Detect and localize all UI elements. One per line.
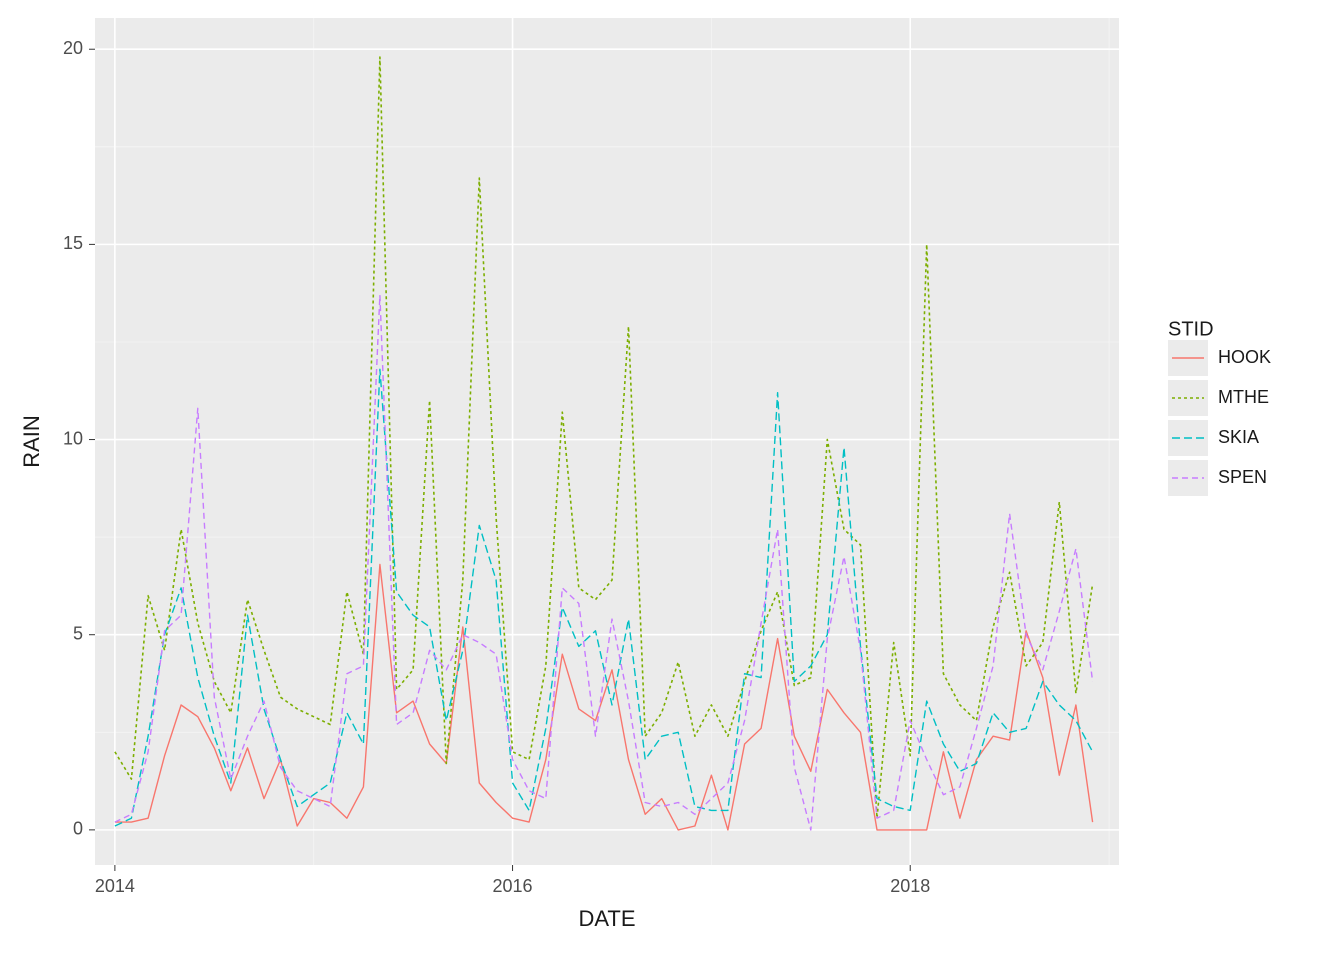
y-tick-label: 0 bbox=[73, 819, 83, 839]
legend-label: SKIA bbox=[1218, 427, 1259, 447]
legend-title: STID bbox=[1168, 318, 1214, 340]
y-tick-label: 5 bbox=[73, 623, 83, 643]
legend-label: HOOK bbox=[1218, 347, 1271, 367]
y-tick-label: 10 bbox=[63, 428, 83, 448]
x-tick-label: 2014 bbox=[95, 876, 135, 896]
legend-label: MTHE bbox=[1218, 387, 1269, 407]
y-tick-label: 15 bbox=[63, 233, 83, 253]
plot-panel bbox=[95, 18, 1119, 865]
legend-label: SPEN bbox=[1218, 467, 1267, 487]
x-axis-title: DATE bbox=[578, 906, 635, 931]
y-axis-title: RAIN bbox=[19, 415, 44, 468]
x-tick-label: 2018 bbox=[890, 876, 930, 896]
y-tick-label: 20 bbox=[63, 38, 83, 58]
x-tick-label: 2016 bbox=[493, 876, 533, 896]
rain-line-chart: 2014 2016 2018 0 5 10 15 20 DATE RAIN STIDHOOK MTHE… bbox=[0, 0, 1344, 960]
